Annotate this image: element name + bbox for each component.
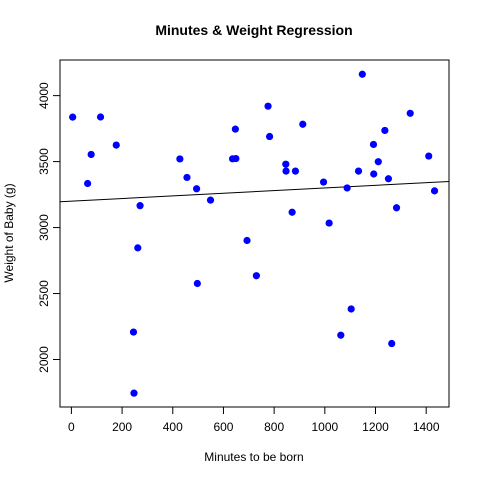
x-axis: 0 200 400 600 800 1000 1200 1400 <box>68 406 440 434</box>
regression-line <box>60 181 449 203</box>
data-point <box>134 244 142 252</box>
data-point <box>243 236 251 245</box>
data-point <box>291 167 300 175</box>
data-point <box>206 196 215 204</box>
data-point <box>343 184 351 192</box>
x-tick-label: 1400 <box>413 420 440 434</box>
y-tick-label: 3000 <box>37 214 51 241</box>
data-point <box>282 167 290 175</box>
data-point <box>370 170 378 178</box>
data-point <box>84 179 92 188</box>
data-point <box>369 140 378 149</box>
data-point <box>252 272 261 280</box>
chart-title: Minutes & Weight Regression <box>155 22 352 38</box>
data-point <box>136 202 144 210</box>
data-point <box>232 154 240 163</box>
data-point <box>347 305 355 313</box>
data-point <box>381 126 389 135</box>
x-tick-label: 400 <box>163 420 183 434</box>
data-point <box>374 158 382 166</box>
data-point <box>430 187 439 195</box>
x-tick-label: 1000 <box>311 420 338 434</box>
data-point <box>384 175 393 183</box>
data-point <box>264 102 272 110</box>
data-point <box>358 70 366 78</box>
data-point <box>129 328 138 336</box>
data-point <box>392 204 401 212</box>
data-point <box>176 155 184 163</box>
data-point <box>388 339 396 348</box>
data-point <box>288 208 296 216</box>
data-point <box>130 389 138 397</box>
data-point <box>282 160 290 168</box>
y-axis-label: Weight of Baby (g) <box>2 183 16 282</box>
data-point <box>319 178 328 186</box>
data-point <box>87 150 95 159</box>
x-tick-label: 0 <box>68 420 75 434</box>
y-tick-label: 2500 <box>37 280 51 307</box>
data-point <box>425 152 433 160</box>
data-point <box>96 113 105 121</box>
data-point <box>354 167 363 175</box>
data-point <box>192 185 201 193</box>
data-point <box>265 132 274 141</box>
data-point <box>337 331 345 339</box>
x-tick-label: 800 <box>264 420 284 434</box>
data-point <box>193 279 201 288</box>
data-point <box>406 109 414 117</box>
data-point <box>325 219 333 227</box>
plot-frame <box>59 59 450 408</box>
y-tick-label: 2000 <box>37 346 51 373</box>
x-tick-label: 200 <box>112 420 132 434</box>
data-point <box>231 125 239 133</box>
data-point <box>299 120 307 128</box>
data-point <box>112 141 120 149</box>
y-tick-label: 4000 <box>37 82 51 109</box>
y-tick-label: 3500 <box>37 148 51 175</box>
data-point <box>183 173 191 182</box>
x-axis-label: Minutes to be born <box>204 450 303 464</box>
x-tick-label: 600 <box>213 420 233 434</box>
plot-area <box>60 70 449 397</box>
data-point <box>69 113 77 121</box>
y-axis: 2000 2500 3000 3500 4000 <box>37 82 61 373</box>
x-tick-label: 1200 <box>362 420 389 434</box>
